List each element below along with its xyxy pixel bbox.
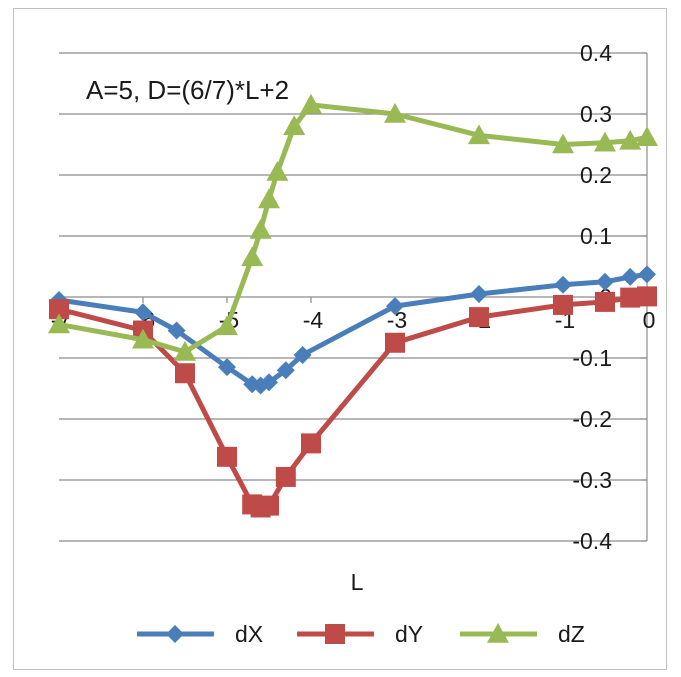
y-tick-label: 0.2: [580, 162, 612, 188]
legend-marker: [325, 624, 345, 644]
data-point-dZ: [249, 218, 272, 239]
data-point-dX: [293, 345, 312, 364]
data-point-dY: [620, 287, 641, 308]
data-point-dY: [175, 363, 195, 384]
legend-label: dX: [235, 621, 263, 647]
series-dX: [50, 265, 656, 395]
data-point-dZ: [300, 93, 322, 114]
data-point-dY: [553, 294, 573, 315]
x-tick-label: -4: [303, 307, 324, 333]
data-point-dZ: [216, 315, 238, 336]
data-point-dZ: [636, 126, 658, 146]
legend-marker: [166, 625, 184, 643]
data-point-dX: [167, 321, 186, 340]
data-point-dY: [49, 299, 69, 320]
data-point-dY: [275, 466, 296, 487]
data-point-dY: [469, 307, 489, 328]
y-tick-label: -0.3: [572, 467, 612, 493]
legend-label: dY: [395, 621, 423, 647]
y-tick-label: 0.3: [580, 101, 612, 127]
data-point-dY: [217, 446, 237, 467]
data-point-dZ: [384, 103, 406, 123]
data-point-dZ: [258, 188, 280, 209]
y-tick-label: -0.4: [572, 528, 612, 554]
series-line-dZ: [56, 102, 650, 355]
x-tick-label: 0: [643, 307, 656, 333]
chart-annotation: A=5, D=(6/7)*L+2: [86, 75, 289, 105]
legend-marker: [487, 623, 509, 643]
data-point-dZ: [241, 246, 264, 267]
series-dZ: [48, 93, 658, 361]
data-point-dX: [386, 297, 404, 316]
data-point-dY: [595, 291, 615, 312]
series-dY: [49, 286, 657, 518]
data-point-dX: [243, 375, 262, 394]
data-point-dZ: [552, 133, 574, 154]
data-point-dZ: [266, 160, 289, 181]
data-point-dX: [276, 361, 295, 380]
y-tick-label: 0.1: [580, 223, 612, 249]
gridlines: [59, 52, 647, 542]
data-point-dZ: [48, 313, 70, 334]
x-tick-label: -3: [387, 307, 407, 333]
data-point-dZ: [283, 115, 306, 135]
chart-frame: [13, 8, 667, 670]
data-point-dZ: [468, 124, 490, 145]
data-point-dY: [259, 495, 279, 516]
legend-entry-dZ: dZ: [460, 621, 585, 647]
data-point-dX: [260, 373, 278, 392]
data-point-dZ: [594, 131, 616, 152]
data-point-dZ: [132, 328, 154, 349]
y-tick-label: 0.4: [580, 40, 612, 66]
data-point-dX: [554, 275, 572, 294]
legend-label: dZ: [558, 621, 585, 647]
data-point-dX: [638, 265, 656, 284]
data-point-dY: [385, 332, 405, 353]
x-axis-label: L: [351, 569, 364, 595]
data-point-dX: [470, 284, 488, 303]
legend-entry-dX: dX: [137, 621, 263, 647]
data-point-dY: [301, 433, 321, 454]
legend-entry-dY: dY: [297, 621, 423, 647]
data-point-dX: [621, 267, 640, 286]
data-point-dZ: [174, 340, 196, 361]
y-tick-label: -0.2: [572, 406, 612, 432]
data-point-dZ: [619, 129, 642, 150]
data-point-dX: [134, 303, 152, 322]
y-tick-label: -0.1: [572, 345, 612, 371]
data-point-dX: [596, 272, 614, 291]
legend: dX dY dZ: [137, 621, 585, 647]
data-point-dX: [218, 358, 236, 377]
data-point-dY: [637, 286, 657, 307]
series-layer: [48, 93, 658, 518]
